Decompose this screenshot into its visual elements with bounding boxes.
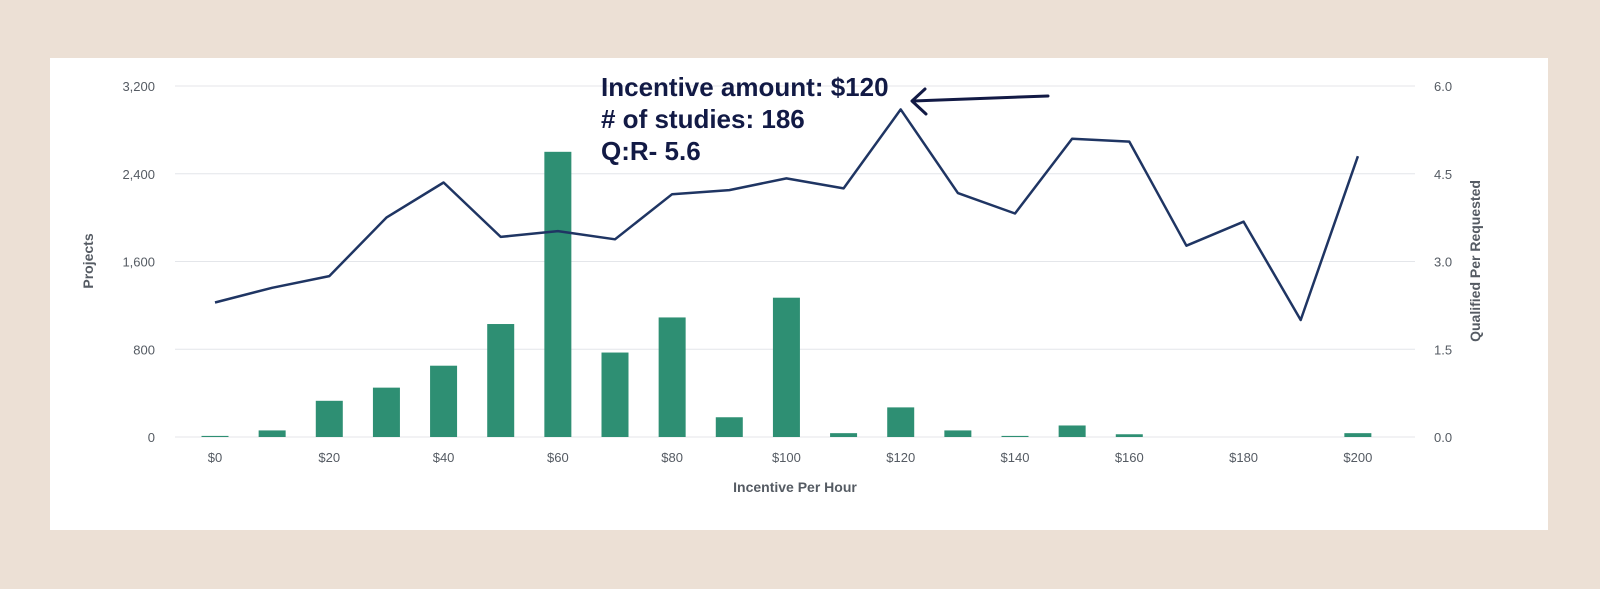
bar: [1058, 425, 1086, 437]
qualified-per-requested-line: [214, 108, 1360, 322]
annotation-line-studies: # of studies: 186: [601, 104, 805, 134]
x-tick-label: $0: [208, 450, 222, 465]
bar: [372, 387, 400, 437]
right-axis-ticks: 0.0 1.5 3.0 4.5 6.0: [1434, 79, 1452, 445]
bar-series: [201, 151, 1372, 437]
bar: [1001, 435, 1029, 437]
bar: [601, 352, 629, 437]
y-right-tick-label: 1.5: [1434, 342, 1452, 357]
combo-chart: 0 800 1,600 2,400 3,200 0.0 1.5 3.0 4.5 6.0 $0 $2…: [80, 72, 1483, 495]
bar: [1344, 433, 1372, 437]
bar: [544, 151, 572, 437]
bar: [887, 407, 915, 437]
x-tick-label: $200: [1343, 450, 1372, 465]
y-right-tick-label: 4.5: [1434, 167, 1452, 182]
y-right-tick-label: 6.0: [1434, 79, 1452, 94]
bar: [430, 365, 458, 437]
chart-card: 0 800 1,600 2,400 3,200 0.0 1.5 3.0 4.5 6.0 $0 $2…: [50, 58, 1548, 530]
bar: [830, 433, 858, 437]
line-series: [214, 108, 1360, 322]
y-left-axis-title: Projects: [80, 233, 96, 288]
x-tick-label: $40: [433, 450, 455, 465]
x-tick-label: $120: [886, 450, 915, 465]
bar: [258, 430, 286, 437]
arrow-icon: [910, 87, 1050, 116]
annotation-line-incentive: Incentive amount: $120: [601, 72, 889, 102]
y-left-tick-label: 2,400: [122, 167, 155, 182]
bar: [715, 417, 743, 437]
x-axis-title: Incentive Per Hour: [733, 479, 857, 495]
gridlines: [175, 85, 1415, 438]
x-tick-label: $180: [1229, 450, 1258, 465]
x-tick-label: $100: [772, 450, 801, 465]
x-axis-ticks: $0 $20 $40 $60 $80 $100 $120 $140 $160 $180 $200: [208, 450, 1373, 465]
y-left-tick-label: 0: [148, 430, 155, 445]
bar: [201, 435, 229, 437]
x-tick-label: $160: [1115, 450, 1144, 465]
annotation-line-qr: Q:R- 5.6: [601, 136, 701, 166]
y-left-tick-label: 800: [133, 342, 155, 357]
x-tick-label: $140: [1001, 450, 1030, 465]
y-right-tick-label: 0.0: [1434, 430, 1452, 445]
bar: [944, 430, 972, 437]
x-tick-label: $60: [547, 450, 569, 465]
x-tick-label: $80: [661, 450, 683, 465]
left-axis-ticks: 0 800 1,600 2,400 3,200: [122, 79, 155, 445]
bar: [1115, 434, 1143, 437]
bar: [315, 400, 343, 437]
annotation: Incentive amount: $120 # of studies: 186…: [601, 72, 1050, 166]
y-right-axis-title: Qualified Per Requested: [1467, 180, 1483, 342]
bar: [772, 297, 800, 437]
y-left-tick-label: 3,200: [122, 79, 155, 94]
x-tick-label: $20: [318, 450, 340, 465]
y-right-tick-label: 3.0: [1434, 255, 1452, 270]
bar: [658, 317, 686, 437]
y-left-tick-label: 1,600: [122, 255, 155, 270]
bar: [487, 324, 515, 437]
